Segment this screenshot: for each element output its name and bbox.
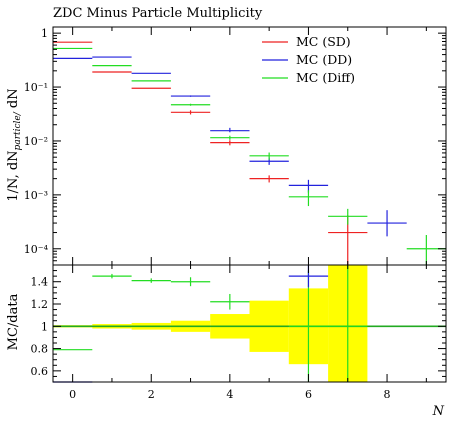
upper-y-axis-label-text: 1/N, dNparticle/ dN <box>6 88 23 201</box>
x-tick-label: 4 <box>226 388 233 401</box>
ratio-y-tick-label: 1.2 <box>31 298 49 311</box>
x-tick-label: 0 <box>69 388 76 401</box>
ratio-y-tick-label: 0.6 <box>31 365 49 378</box>
ratio-y-tick-label: 1.4 <box>31 276 49 289</box>
chart-title: ZDC Minus Particle Multiplicity <box>53 6 263 21</box>
upper-y-tick-label: 10⁻¹ <box>24 81 48 94</box>
ratio-frame <box>52 264 447 383</box>
x-tick-label: 2 <box>148 388 155 401</box>
upper-y-tick-label: 10⁻² <box>24 135 48 148</box>
upper-y-tick-label: 10⁻³ <box>24 189 48 202</box>
upper-y-tick-label: 1 <box>41 27 48 40</box>
legend-label-2: MC (Diff) <box>296 70 355 85</box>
x-tick-label: 6 <box>305 388 312 401</box>
legend-label-1: MC (DD) <box>296 52 352 67</box>
ratio-plot-area <box>53 265 446 383</box>
upper-y-axis-label: 1/N, dNparticle/ dN <box>6 88 23 201</box>
x-axis-label: N <box>432 404 445 419</box>
legend-label-0: MC (SD) <box>296 34 351 49</box>
ratio-y-axis-label: MC/data <box>6 293 21 350</box>
x-tick-label: 8 <box>384 388 391 401</box>
upper-plot-area <box>53 41 446 265</box>
ratio-y-tick-label: 1 <box>41 320 48 333</box>
legend: MC (SD) MC (DD) MC (Diff) <box>262 34 355 85</box>
ratio-y-tick-label: 0.8 <box>31 343 49 356</box>
upper-y-tick-label: 10⁻⁴ <box>24 243 49 256</box>
axes: 1 10⁻¹ 10⁻² 10⁻³ 10⁻⁴ 0.6 0.8 1 1.2 1.4 0 2 4 6 8 <box>24 26 447 401</box>
